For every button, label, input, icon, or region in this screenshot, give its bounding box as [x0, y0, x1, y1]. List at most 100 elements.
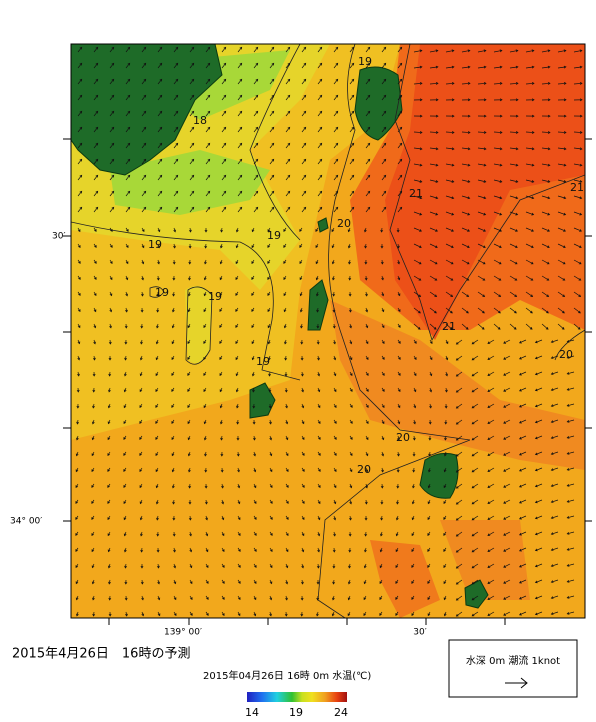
current-arrow — [157, 158, 163, 165]
current-arrow — [477, 98, 487, 102]
current-arrow — [503, 451, 511, 456]
current-arrow — [541, 323, 549, 330]
current-arrow — [285, 595, 288, 601]
current-arrow — [333, 483, 337, 489]
current-arrow — [219, 371, 223, 377]
current-arrow — [471, 483, 479, 489]
current-arrow — [189, 547, 193, 553]
current-arrow — [92, 371, 96, 377]
current-arrow — [445, 227, 455, 232]
current-arrow — [525, 114, 535, 118]
current-arrow — [235, 323, 239, 328]
current-arrow — [471, 371, 479, 377]
current-arrow — [141, 259, 145, 265]
current-arrow — [155, 419, 159, 424]
current-arrow — [188, 467, 191, 473]
current-arrow — [397, 355, 401, 360]
current-arrow — [285, 158, 291, 165]
current-arrow — [379, 579, 383, 585]
current-arrow — [203, 371, 207, 376]
current-arrow — [428, 435, 432, 441]
colorbar-label: 14 — [245, 706, 259, 719]
current-arrow — [493, 291, 502, 297]
current-arrow — [269, 467, 273, 473]
current-arrow — [477, 259, 486, 265]
current-arrow — [269, 483, 273, 489]
current-arrow — [395, 547, 399, 553]
current-arrow — [93, 94, 99, 101]
current-arrow — [573, 49, 583, 53]
lat-label: 34° 00′ — [10, 517, 42, 527]
current-arrow — [349, 371, 353, 377]
current-arrow — [455, 371, 463, 377]
current-arrow — [285, 403, 288, 409]
current-arrow — [235, 307, 239, 312]
current-arrow — [251, 275, 255, 280]
current-arrow — [333, 451, 337, 456]
current-arrow — [333, 62, 339, 69]
current-arrow — [349, 323, 352, 329]
current-arrow — [525, 147, 535, 151]
current-arrow — [487, 531, 495, 536]
current-arrow — [397, 142, 403, 149]
current-arrow — [108, 387, 111, 393]
current-arrow — [301, 515, 305, 521]
current-arrow — [443, 547, 447, 552]
current-arrow — [413, 65, 423, 69]
current-arrow — [316, 579, 320, 585]
current-arrow — [445, 259, 454, 265]
current-arrow — [349, 483, 353, 489]
current-arrow — [155, 339, 159, 345]
current-arrow — [503, 467, 511, 472]
current-arrow — [380, 515, 384, 521]
current-arrow — [235, 243, 239, 249]
current-arrow — [493, 163, 503, 167]
current-arrow — [220, 451, 224, 457]
current-arrow — [221, 62, 227, 69]
current-arrow — [333, 387, 337, 393]
current-arrow — [269, 126, 275, 133]
current-arrow — [156, 563, 160, 569]
current-arrow — [173, 611, 177, 617]
current-arrow — [93, 62, 99, 69]
current-arrow — [173, 206, 179, 213]
current-arrow — [365, 387, 369, 392]
current-arrow — [203, 419, 207, 425]
current-arrow — [429, 275, 438, 281]
contour-label: 20 — [357, 463, 371, 476]
current-arrow — [77, 323, 81, 329]
current-arrow — [173, 46, 179, 53]
current-arrow — [157, 611, 161, 617]
current-arrow — [75, 579, 79, 585]
current-arrow — [109, 110, 115, 117]
current-arrow — [348, 275, 352, 281]
current-arrow — [550, 499, 559, 504]
current-arrow — [77, 94, 83, 101]
current-arrow — [124, 323, 128, 329]
current-arrow — [380, 483, 384, 489]
current-arrow — [445, 131, 455, 134]
current-arrow — [365, 467, 369, 473]
current-arrow — [455, 611, 463, 617]
current-arrow — [284, 611, 288, 617]
current-arrow — [413, 323, 421, 330]
current-arrow — [139, 483, 143, 489]
current-arrow — [251, 323, 255, 329]
current-arrow — [503, 483, 511, 488]
current-arrow — [477, 114, 487, 118]
current-arrow — [124, 579, 128, 585]
current-arrow — [171, 483, 175, 489]
current-arrow — [541, 147, 551, 151]
current-arrow — [566, 547, 575, 551]
current-arrow — [125, 259, 129, 265]
current-arrow — [477, 49, 487, 53]
current-arrow — [557, 227, 567, 232]
current-arrow — [541, 211, 551, 216]
current-arrow — [348, 307, 352, 313]
current-arrow — [236, 419, 240, 425]
current-arrow — [518, 499, 527, 504]
current-arrow — [285, 94, 291, 101]
current-arrow — [428, 419, 432, 425]
current-arrow — [349, 451, 353, 457]
